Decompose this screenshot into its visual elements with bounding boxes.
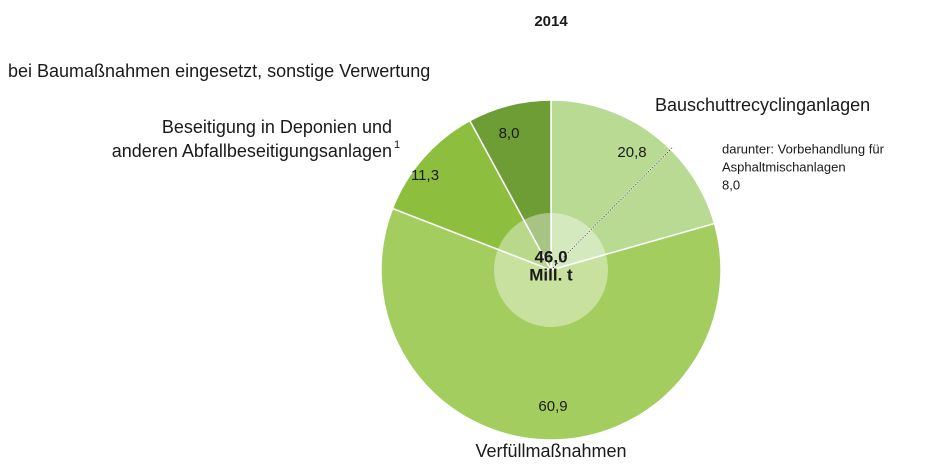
category-label: bei Baumaßnahmen eingesetzt, sonstige Ve… <box>8 61 430 81</box>
value-label: 20,8 <box>617 144 646 161</box>
category-label: Verfüllmaßnahmen <box>475 441 626 461</box>
value-label: 60,9 <box>538 398 567 415</box>
annotation: 8,0 <box>722 177 740 192</box>
pie-slice <box>468 99 552 271</box>
annotation: darunter: Vorbehandlung für <box>722 141 885 156</box>
pie-slice <box>550 99 716 271</box>
pie-slice <box>380 207 722 441</box>
category-label: Bauschuttrecyclinganlagen <box>655 95 870 115</box>
category-label: Beseitigung in Deponien und <box>162 117 392 137</box>
center-label: 46,0 <box>534 247 567 266</box>
center-label: Mill. t <box>529 265 573 284</box>
pie-slice <box>391 119 553 272</box>
footnote-mark: 1 <box>394 139 400 151</box>
category-label: anderen Abfallbeseitigungsanlagen <box>112 141 392 161</box>
value-label: 8,0 <box>499 125 520 142</box>
annotation: Asphaltmischanlagen <box>722 159 846 174</box>
value-label: 11,3 <box>411 167 439 184</box>
chart-title: 2014 <box>534 13 568 30</box>
